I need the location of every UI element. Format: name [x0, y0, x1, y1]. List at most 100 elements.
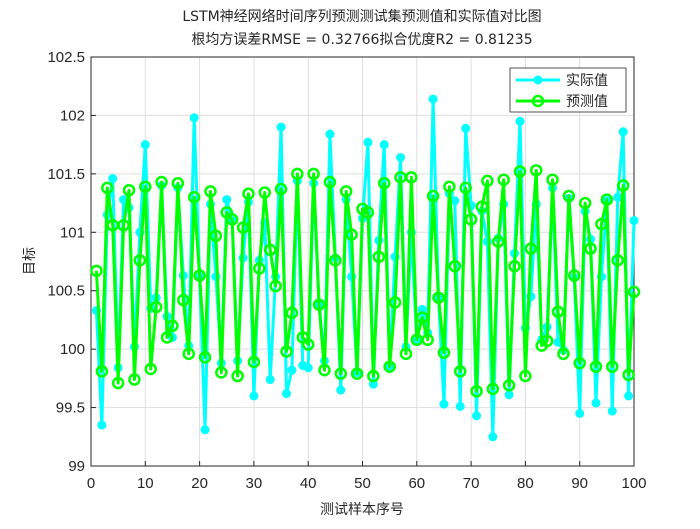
data-point	[95, 365, 109, 378]
data-point	[177, 293, 190, 307]
data-point	[584, 242, 597, 255]
data-point	[263, 243, 277, 257]
data-point	[613, 192, 623, 202]
x-axis-label: 测试样本序号	[320, 502, 404, 518]
legend-marker	[531, 94, 545, 108]
data-point	[573, 356, 586, 370]
x-tick-label: 20	[191, 475, 208, 492]
x-tick-label: 50	[354, 475, 371, 492]
y-tick-label: 99.5	[56, 400, 85, 417]
data-point	[439, 399, 449, 409]
x-tick-label: 80	[517, 475, 534, 492]
y-tick-label: 100	[60, 341, 85, 358]
data-point	[193, 269, 206, 282]
data-point	[108, 174, 118, 184]
data-point	[530, 164, 543, 177]
data-point	[285, 306, 299, 320]
data-point	[627, 285, 641, 299]
data-point	[291, 167, 304, 181]
data-point	[379, 140, 389, 150]
data-point	[459, 181, 472, 195]
data-point	[589, 360, 603, 373]
data-point	[280, 345, 293, 358]
data-point	[575, 408, 585, 418]
y-tick-label: 101.5	[47, 166, 85, 183]
data-point	[128, 373, 141, 386]
data-point	[111, 376, 125, 390]
data-point	[274, 182, 288, 196]
data-point	[215, 366, 228, 379]
legend-box	[509, 67, 627, 113]
data-point	[486, 382, 500, 396]
data-point	[242, 187, 255, 200]
data-point	[276, 122, 286, 132]
data-point	[303, 363, 313, 373]
data-point	[160, 331, 174, 344]
data-point	[187, 190, 201, 204]
data-point	[396, 152, 406, 162]
data-point	[329, 254, 342, 267]
data-point	[455, 401, 465, 411]
data-point	[253, 262, 266, 275]
data-point	[415, 311, 429, 324]
x-tick-label: 70	[463, 475, 480, 492]
data-point	[481, 174, 494, 188]
data-point	[200, 425, 210, 435]
data-point	[307, 167, 320, 181]
data-point	[388, 296, 402, 309]
data-point	[405, 171, 418, 184]
data-point	[301, 338, 315, 351]
data-point	[515, 116, 525, 126]
data-point	[611, 254, 624, 267]
data-point	[122, 183, 136, 197]
x-tick-label: 100	[621, 475, 646, 492]
data-point	[249, 391, 259, 401]
data-point	[247, 355, 261, 369]
data-point	[497, 173, 510, 186]
data-point	[372, 250, 386, 264]
x-tick-label: 10	[137, 475, 154, 492]
data-point	[101, 181, 114, 195]
data-point	[258, 186, 272, 199]
data-point	[470, 384, 483, 398]
data-point	[334, 367, 348, 380]
data-point	[265, 375, 275, 385]
data-point	[140, 140, 150, 150]
data-point	[350, 367, 364, 380]
data-point	[363, 137, 373, 147]
data-point	[189, 113, 199, 123]
data-point	[562, 189, 576, 203]
data-point	[269, 279, 282, 293]
data-point	[428, 94, 438, 104]
data-point	[607, 406, 617, 416]
data-point	[155, 175, 168, 189]
x-tick-label: 60	[408, 475, 425, 492]
data-point	[629, 216, 639, 226]
data-point	[432, 291, 445, 304]
data-point	[618, 127, 628, 137]
data-point	[616, 179, 630, 192]
data-point	[318, 363, 331, 377]
data-point	[323, 175, 337, 189]
y-tick-label: 102	[60, 107, 85, 124]
data-point	[182, 347, 195, 361]
data-point	[367, 369, 380, 383]
data-point	[504, 390, 514, 400]
data-point	[149, 300, 163, 314]
data-point	[624, 391, 634, 401]
data-point	[139, 180, 152, 193]
data-point	[448, 259, 462, 273]
data-point	[90, 264, 103, 278]
data-point	[568, 269, 581, 282]
y-tick-label: 99	[68, 458, 85, 475]
data-point	[622, 368, 635, 382]
data-point	[472, 411, 482, 421]
chart-title: LSTM神经网络时间序列预测测试集预测值和实际值对比图	[182, 8, 541, 25]
data-point	[399, 347, 413, 361]
data-point	[551, 305, 565, 318]
series-line	[94, 97, 636, 439]
data-point	[312, 298, 326, 311]
data-point	[502, 379, 516, 392]
data-point	[383, 360, 396, 373]
data-point	[508, 259, 521, 273]
